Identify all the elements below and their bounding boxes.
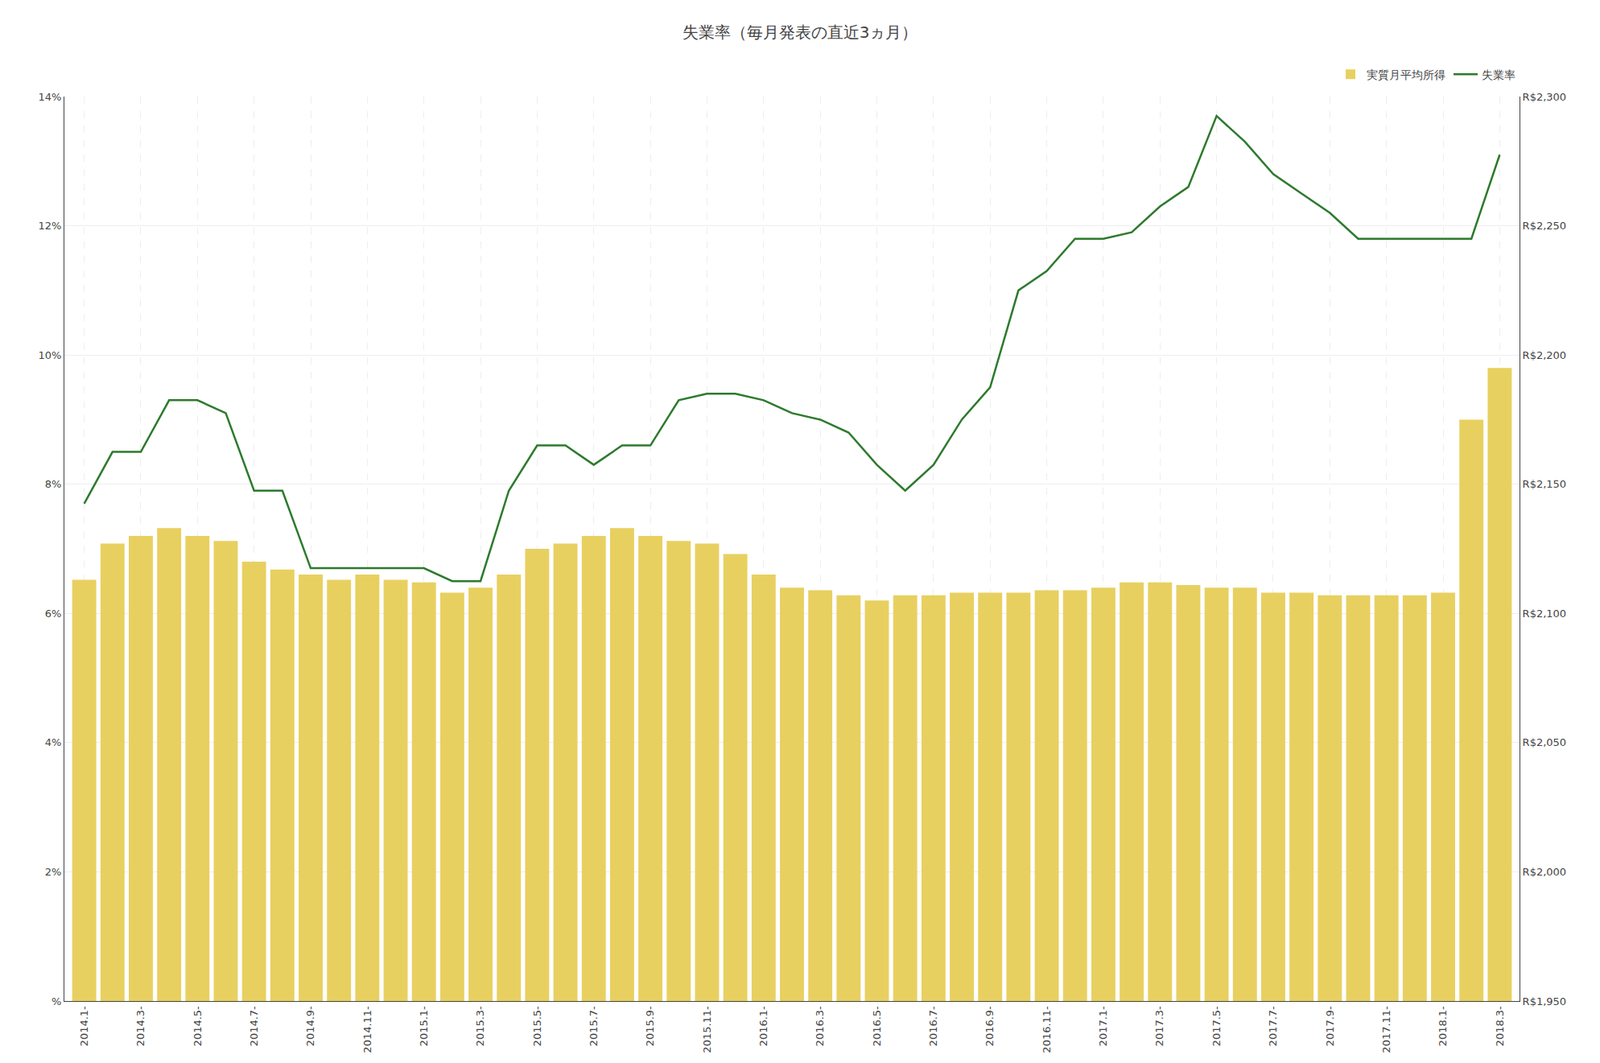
svg-text:R$2,250: R$2,250 [1522,219,1568,232]
svg-text:2015.9-: 2015.9- [643,1006,656,1047]
svg-text:2018.3-: 2018.3- [1493,1006,1506,1047]
svg-text:2016.7-: 2016.7- [927,1006,940,1047]
svg-text:4%: 4% [45,736,62,749]
svg-text:2017.11-: 2017.11- [1380,1006,1393,1054]
svg-text:2014.11-: 2014.11- [361,1006,374,1054]
svg-text:2015.3-: 2015.3- [474,1006,487,1047]
svg-text:12%: 12% [37,219,62,232]
svg-text:%: % [51,995,62,1008]
svg-text:2014.7-: 2014.7- [247,1006,260,1047]
svg-text:2%: 2% [45,865,62,879]
svg-text:2014.3-: 2014.3- [134,1006,147,1047]
svg-text:2015.11-: 2015.11- [701,1006,714,1054]
svg-text:14%: 14% [37,90,62,104]
svg-text:R$2,000: R$2,000 [1522,865,1568,879]
svg-text:R$1,950: R$1,950 [1522,995,1568,1008]
svg-text:R$2,200: R$2,200 [1522,349,1568,362]
svg-text:2016.9-: 2016.9- [983,1006,996,1047]
svg-text:2016.11-: 2016.11- [1040,1006,1053,1054]
svg-text:2017.7-: 2017.7- [1266,1006,1279,1047]
svg-text:2016.3-: 2016.3- [813,1006,826,1047]
svg-text:2016.5-: 2016.5- [870,1006,883,1047]
svg-text:R$2,150: R$2,150 [1522,478,1568,491]
svg-text:2015.5-: 2015.5- [531,1006,544,1047]
svg-text:2017.5-: 2017.5- [1210,1006,1223,1047]
svg-text:2017.9-: 2017.9- [1323,1006,1337,1047]
svg-text:実質月平均所得: 実質月平均所得 [1366,68,1446,82]
svg-text:10%: 10% [37,349,62,362]
svg-text:R$2,300: R$2,300 [1522,90,1568,104]
svg-text:2017.3-: 2017.3- [1154,1006,1167,1047]
svg-text:2015.1-: 2015.1- [417,1006,430,1047]
svg-text:2014.9-: 2014.9- [304,1006,317,1047]
svg-text:2014.5-: 2014.5- [191,1006,204,1047]
svg-text:2018.1-: 2018.1- [1436,1006,1449,1047]
svg-text:R$2,050: R$2,050 [1522,736,1568,749]
svg-text:2016.1-: 2016.1- [757,1006,770,1047]
svg-text:失業率: 失業率 [1481,68,1516,82]
svg-text:6%: 6% [45,607,62,620]
svg-text:2014.1-: 2014.1- [78,1006,91,1047]
svg-text:8%: 8% [45,478,62,491]
svg-text:2015.7-: 2015.7- [587,1006,600,1047]
svg-text:失業率（毎月発表の直近3ヵ月）: 失業率（毎月発表の直近3ヵ月） [682,22,919,42]
svg-text:R$2,100: R$2,100 [1522,607,1568,620]
svg-text:2017.1-: 2017.1- [1096,1006,1110,1047]
